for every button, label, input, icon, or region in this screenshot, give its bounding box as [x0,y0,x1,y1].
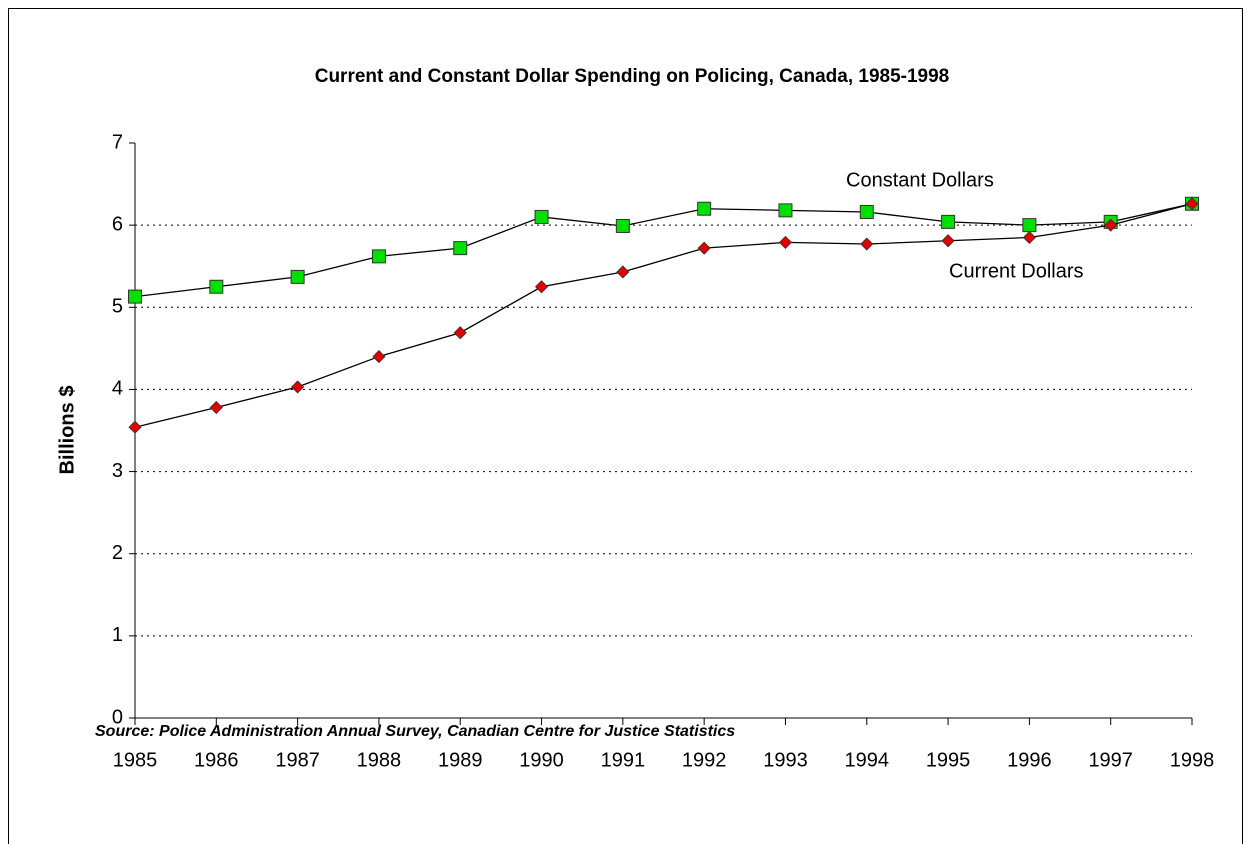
x-tick-label: 1988 [357,749,402,771]
x-tick-label: 1993 [763,749,808,771]
y-tick-label: 3 [112,460,123,482]
marker [1022,230,1036,245]
marker [615,218,630,233]
marker [697,201,712,216]
chart-title: Current and Constant Dollar Spending on … [315,66,950,87]
series-line [134,203,1193,298]
y-tick-label: 1 [112,624,123,646]
x-tick-label: 1986 [194,749,239,771]
marker [1185,197,1199,211]
marker [371,249,386,264]
marker [128,420,142,434]
marker [290,269,305,284]
marker [941,234,955,248]
marker [453,241,468,256]
marker [697,241,711,255]
source-note: Source: Police Administration Annual Sur… [95,723,735,740]
marker [860,237,874,251]
x-tick-label: 1994 [845,749,890,771]
series-line [134,203,1193,428]
x-tick-label: 1987 [275,749,320,771]
marker [1022,218,1037,233]
x-tick-label: 1985 [113,749,158,771]
marker [778,203,793,218]
x-tick-label: 1998 [1170,749,1215,771]
series-label: Current Dollars [949,260,1083,282]
marker [291,380,305,394]
x-tick-label: 1989 [438,749,483,771]
y-tick-label: 2 [112,542,123,564]
y-tick-label: 0 [112,706,123,728]
marker [209,400,223,415]
x-tick-label: 1990 [519,749,564,771]
marker [1104,218,1118,232]
y-tick-label: 4 [112,378,123,400]
marker [778,235,793,249]
x-tick-label: 1995 [926,749,971,771]
marker [209,279,224,294]
x-tick-label: 1996 [1007,749,1052,771]
marker [128,289,142,304]
marker [534,280,549,294]
series-label: Constant Dollars [846,169,994,191]
marker [453,326,467,340]
marker [941,214,956,229]
chart-border [8,8,1243,844]
marker [534,209,549,224]
marker [616,265,630,279]
x-tick-label: 1997 [1088,749,1133,771]
y-tick-label: 6 [112,213,123,235]
marker [859,205,874,219]
x-tick-label: 1991 [601,749,646,771]
y-tick-label: 5 [112,296,123,318]
x-tick-label: 1992 [682,749,727,771]
y-tick-label: 7 [112,131,123,153]
y-axis-label: Billions $ [56,386,78,475]
marker [372,350,386,364]
